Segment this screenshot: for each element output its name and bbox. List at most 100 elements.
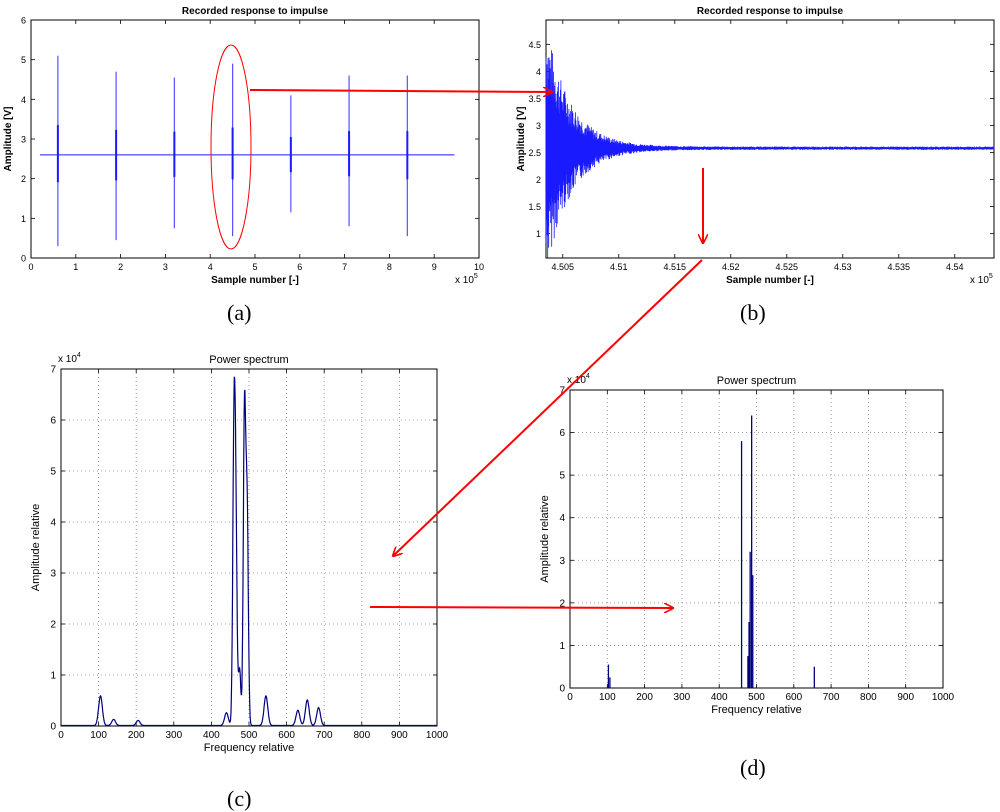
y-tick-label: 4 <box>50 518 56 529</box>
x-tick-label: 600 <box>785 692 802 703</box>
panel-label-a: (a) <box>227 300 252 325</box>
x-tick-label: 10 <box>474 262 484 272</box>
x-axis-label: Frequency relative <box>711 704 802 716</box>
y-tick-label: 4.5 <box>528 40 541 50</box>
x-tick-label: 400 <box>203 730 220 741</box>
x-axis-label: Sample number [-] <box>211 275 299 286</box>
panel-label-b: (b) <box>740 300 766 325</box>
x-tick-label: 2 <box>118 262 123 272</box>
x-tick-label: 4.54 <box>946 262 964 272</box>
y-tick-label: 6 <box>559 428 565 439</box>
x-axis-multiplier: x 105 <box>970 273 993 286</box>
x-tick-label: 3 <box>163 262 168 272</box>
x-tick-label: 6 <box>297 262 302 272</box>
y-tick-label: 0 <box>21 254 26 264</box>
y-tick-label: 3.5 <box>528 94 541 104</box>
x-tick-label: 700 <box>823 692 840 703</box>
y-tick-label: 2 <box>21 174 26 184</box>
highlight-ellipse <box>210 44 252 250</box>
y-tick-label: 7 <box>50 365 56 376</box>
y-axis-label: Amplitude [V] <box>3 107 14 172</box>
chart-a-recorded-response: 0 1 2 3 4 5 6 7 8 9 10 0 1 2 3 4 5 6 Recorded response to … <box>3 6 484 286</box>
arrow-b-to-c <box>393 259 703 556</box>
y-tick-label: 0 <box>559 684 565 695</box>
y-tick-label: 2 <box>559 598 565 609</box>
x-tick-label: 900 <box>391 730 408 741</box>
y-axis-label: Amplitude relative <box>30 504 42 591</box>
x-tick-label: 4.505 <box>552 262 575 272</box>
y-tick-label: 3 <box>21 135 26 145</box>
x-tick-label: 1 <box>73 262 78 272</box>
x-tick-label: 4.52 <box>722 262 740 272</box>
x-tick-label: 1000 <box>426 730 449 741</box>
y-tick-label: 1 <box>536 229 541 239</box>
x-tick-label: 0 <box>28 262 33 272</box>
y-tick-label: 2 <box>50 620 56 631</box>
x-tick-label: 8 <box>387 262 392 272</box>
x-axis-label: Frequency relative <box>204 742 295 754</box>
decaying-response-line <box>545 50 995 258</box>
y-tick-label: 7 <box>559 386 565 397</box>
y-tick-label: 5 <box>559 471 565 482</box>
chart-b-recorded-response-zoom: 4.505 4.51 4.515 4.52 4.525 4.53 4.535 4.5411.5… <box>516 6 995 286</box>
x-tick-label: 200 <box>128 730 145 741</box>
x-tick-label: 500 <box>241 730 258 741</box>
x-tick-label: 300 <box>674 692 691 703</box>
y-tick-label: 5 <box>21 55 26 65</box>
x-tick-label: 5 <box>252 262 257 272</box>
x-tick-label: 4.515 <box>664 262 687 272</box>
x-tick-label: 9 <box>432 262 437 272</box>
y-tick-label: 6 <box>50 416 56 427</box>
chart-d-power-spectrum-filtered: 0 100 200 300 400 500 600 700 800 900 1000 0 1 2 3 4 5 6 7… <box>539 373 955 716</box>
x-tick-label: 4.51 <box>610 262 628 272</box>
y-tick-label: 4 <box>21 95 26 105</box>
y-axis-label: Amplitude relative <box>539 495 551 582</box>
x-tick-label: 0 <box>58 730 64 741</box>
panel-label-d: (d) <box>740 755 766 780</box>
y-tick-label: 5 <box>50 467 56 478</box>
plot-area <box>30 19 480 259</box>
x-tick-label: 700 <box>316 730 333 741</box>
y-tick-label: 4 <box>536 67 541 77</box>
x-axis-multiplier: x 105 <box>455 273 478 286</box>
y-tick-label: 3 <box>559 556 565 567</box>
y-axis-multiplier: x 104 <box>58 352 81 365</box>
chart-c-power-spectrum: 0 100 200 300 400 500 600 700 800 900 1000 0 1 2 3 4 5 6 7… <box>30 352 449 754</box>
arrow-a-to-b <box>249 90 552 92</box>
x-tick-label: 0 <box>567 692 573 703</box>
y-tick-label: 4 <box>559 513 565 524</box>
y-tick-label: 1 <box>559 641 565 652</box>
y-tick-label: 3 <box>536 121 541 131</box>
y-tick-label: 0 <box>50 722 56 733</box>
x-tick-label: 4 <box>208 262 213 272</box>
chart-title: Power spectrum <box>209 354 288 366</box>
y-tick-label: 1 <box>21 214 26 224</box>
chart-title: Recorded response to impulse <box>697 6 844 17</box>
y-tick-label: 2.5 <box>528 148 541 158</box>
y-tick-label: 3 <box>50 569 56 580</box>
chart-title: Power spectrum <box>717 375 796 387</box>
x-tick-label: 400 <box>711 692 728 703</box>
x-tick-label: 4.53 <box>834 262 852 272</box>
x-tick-label: 600 <box>278 730 295 741</box>
x-tick-label: 100 <box>90 730 107 741</box>
x-tick-label: 4.535 <box>888 262 911 272</box>
y-axis-label: Amplitude [V] <box>516 107 527 172</box>
y-tick-label: 1.5 <box>528 202 541 212</box>
x-tick-label: 500 <box>748 692 765 703</box>
spectrum-line <box>61 376 437 727</box>
x-tick-label: 900 <box>897 692 914 703</box>
x-tick-label: 800 <box>353 730 370 741</box>
arrow-c-to-d <box>369 607 673 608</box>
plot-area <box>545 19 995 259</box>
x-axis-label: Sample number [-] <box>726 275 814 286</box>
panel-label-c: (c) <box>227 786 252 811</box>
x-tick-label: 7 <box>342 262 347 272</box>
y-tick-label: 6 <box>21 16 26 26</box>
x-tick-label: 1000 <box>932 692 955 703</box>
x-tick-label: 300 <box>165 730 182 741</box>
x-tick-label: 200 <box>636 692 653 703</box>
y-tick-label: 1 <box>50 671 56 682</box>
y-tick-label: 2 <box>536 175 541 185</box>
